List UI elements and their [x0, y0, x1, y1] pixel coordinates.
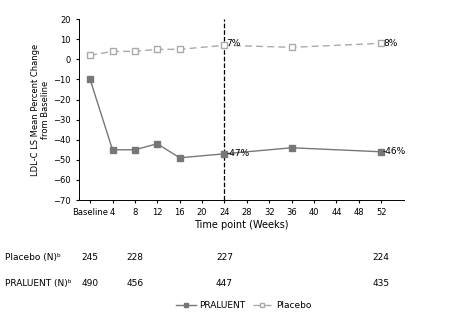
Text: 435: 435	[373, 279, 390, 288]
X-axis label: Time point (Weeks): Time point (Weeks)	[194, 220, 289, 230]
Text: 456: 456	[126, 279, 143, 288]
Text: 224: 224	[373, 253, 390, 262]
Text: 490: 490	[82, 279, 99, 288]
Text: 8%: 8%	[383, 39, 397, 48]
Text: -47%: -47%	[226, 149, 249, 158]
Text: 447: 447	[216, 279, 233, 288]
Legend: PRALUENT, Placebo: PRALUENT, Placebo	[172, 298, 315, 314]
Text: 245: 245	[82, 253, 99, 262]
Text: 227: 227	[216, 253, 233, 262]
Text: Placebo (N)ᵇ: Placebo (N)ᵇ	[5, 253, 60, 262]
Text: PRALUENT (N)ᵇ: PRALUENT (N)ᵇ	[5, 279, 71, 288]
Y-axis label: LDL-C LS Mean Percent Change
from Baseline: LDL-C LS Mean Percent Change from Baseli…	[31, 44, 50, 176]
Text: 7%: 7%	[226, 39, 240, 48]
Text: -46%: -46%	[383, 147, 406, 156]
Text: 228: 228	[126, 253, 143, 262]
